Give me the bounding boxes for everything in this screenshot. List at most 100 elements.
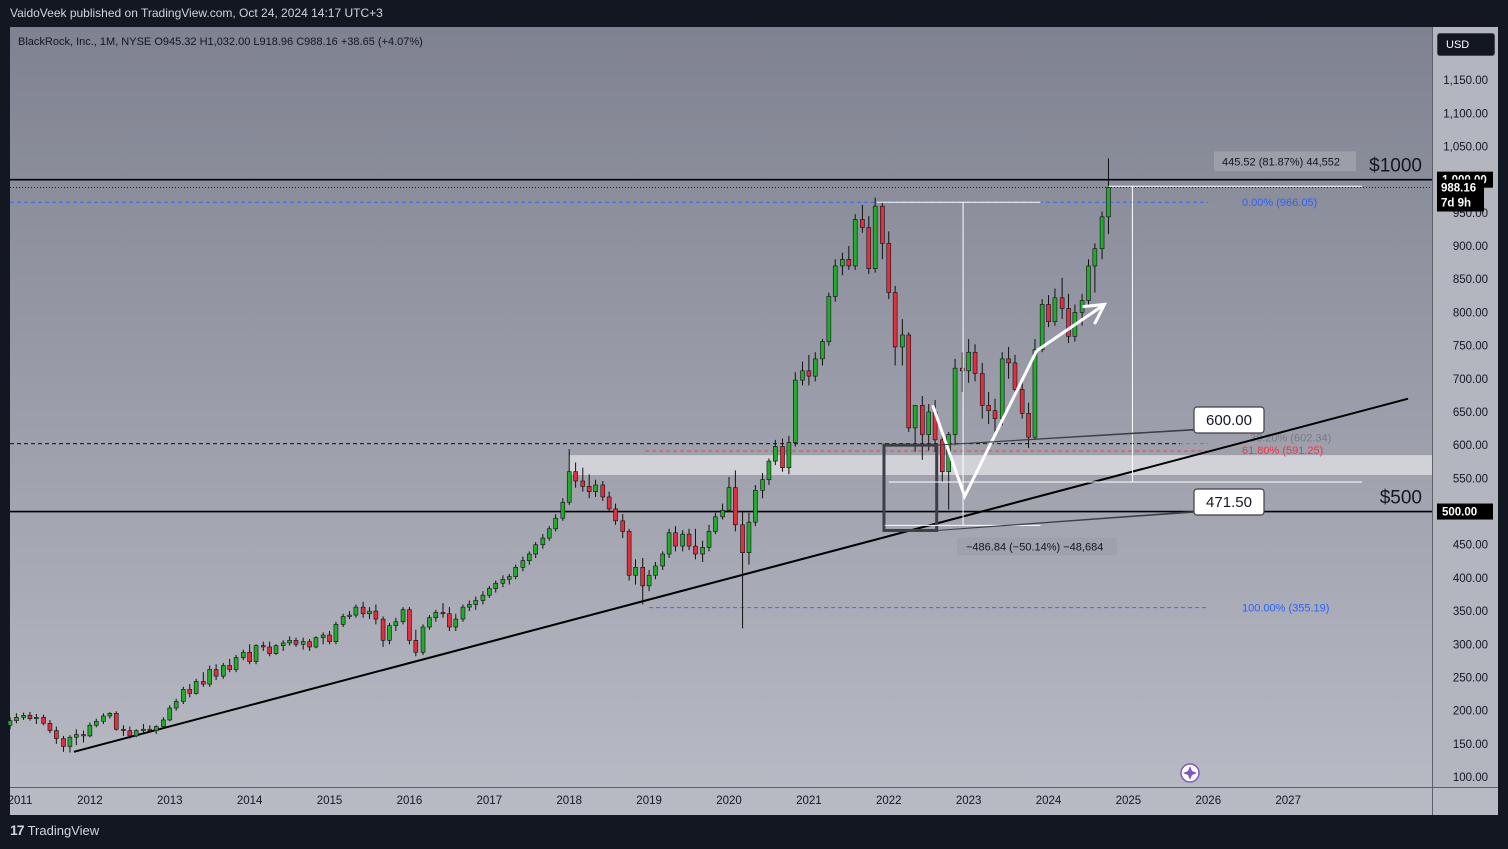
time-axis-tick: 2017 [477, 795, 503, 807]
candle-body [866, 227, 872, 269]
candle [221, 662, 226, 679]
candle-body [646, 574, 652, 587]
candle [880, 202, 885, 260]
trendline[interactable] [73, 397, 1409, 753]
candle-body [1052, 297, 1058, 323]
candle-body [507, 576, 512, 580]
candle-body [533, 544, 538, 555]
price-callout[interactable]: 471.50 [936, 488, 1265, 531]
candle-body [367, 610, 372, 615]
candle-body [900, 334, 905, 348]
time-axis-tick: 2020 [716, 795, 742, 807]
candle [793, 372, 798, 447]
candle-body [840, 259, 845, 267]
candle [41, 714, 46, 726]
last-price-label: 988.16 [1441, 183, 1476, 195]
candle [566, 449, 572, 505]
candle-body [560, 501, 566, 519]
candle [413, 629, 419, 657]
candle-body [806, 370, 812, 377]
candle-body [467, 604, 472, 608]
candle-body [540, 537, 546, 546]
range-box[interactable] [882, 443, 939, 532]
horizontal-level-label: $500 [1380, 488, 1422, 509]
candle [680, 530, 685, 552]
price-chart[interactable]: 0.00% (966.05) 38.20% (602.34)61.80% (591… [0, 27, 1508, 815]
candle-body [1039, 304, 1045, 350]
candle-body [546, 528, 552, 539]
arrow-head-icon [1082, 302, 1108, 325]
price-axis-tick: 850.00 [1453, 274, 1488, 286]
candle [872, 197, 878, 273]
candle [560, 498, 566, 521]
candle-body [1106, 187, 1111, 218]
candle-body [760, 479, 765, 491]
candle-body [1026, 413, 1031, 438]
arrow-line[interactable] [1035, 303, 1106, 353]
tradingview-logo[interactable]: 17 TradingView [10, 822, 99, 838]
candle-body [832, 265, 838, 297]
candle [726, 477, 732, 512]
candle [606, 491, 612, 512]
candle [720, 503, 725, 520]
candle-body [1092, 248, 1098, 267]
candle-body [27, 715, 33, 719]
candle-body [347, 614, 352, 617]
time-axis-tick: 2011 [8, 795, 33, 807]
candle-body [880, 205, 885, 244]
zigzag-path[interactable] [931, 350, 1038, 501]
candle [686, 528, 692, 551]
support-zone[interactable] [569, 455, 1432, 476]
candle [1099, 211, 1105, 260]
candle-body [420, 626, 426, 653]
candle [407, 607, 412, 645]
candle [280, 640, 286, 651]
candle-body [21, 715, 26, 718]
candle [540, 534, 546, 549]
candle-body [793, 379, 798, 443]
candle [860, 204, 865, 233]
time-axis-tick: 2014 [237, 795, 263, 807]
candle-body [41, 717, 46, 724]
candle-body [706, 531, 712, 548]
candle-body [1046, 304, 1051, 323]
candle-body [972, 351, 978, 374]
candle-body [407, 609, 412, 641]
price-axis-tick: 250.00 [1453, 672, 1488, 684]
candle [127, 726, 133, 739]
candle-body [986, 405, 991, 411]
candle-body [493, 582, 498, 589]
candle-body [580, 480, 586, 487]
candle [400, 607, 406, 625]
candle [493, 580, 498, 593]
price-callout[interactable]: 600.00 [936, 406, 1265, 446]
price-axis-tick: 350.00 [1453, 606, 1488, 618]
candle [1086, 259, 1091, 306]
candle-body [101, 715, 106, 722]
candle [207, 665, 213, 687]
candle-body [620, 520, 626, 532]
callout-box [1193, 406, 1265, 434]
candle-body [427, 617, 432, 628]
price-axis-tick: 400.00 [1453, 573, 1488, 585]
time-axis-tick: 2026 [1196, 795, 1222, 807]
candle-body [480, 594, 486, 601]
candle [141, 723, 146, 734]
candle-body [133, 730, 139, 737]
candle-body [959, 367, 965, 372]
candle [979, 362, 985, 419]
callout-label: 471.50 [1206, 494, 1252, 511]
candle-body [287, 640, 292, 644]
candle [347, 611, 352, 620]
candle [187, 684, 193, 698]
candle-body [300, 641, 306, 645]
candle [766, 458, 772, 485]
candle-body [121, 728, 126, 731]
currency-button[interactable]: USD [1437, 33, 1495, 56]
candle-body [161, 719, 166, 727]
candle [181, 686, 186, 705]
candle [706, 524, 712, 552]
fib-level-label: 61.80% (591.25) [1242, 445, 1323, 457]
candle [1039, 299, 1045, 353]
price-axis-tick: 1,150.00 [1443, 75, 1488, 87]
